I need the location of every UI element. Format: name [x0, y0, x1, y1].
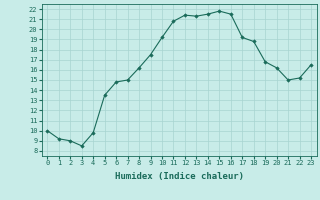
X-axis label: Humidex (Indice chaleur): Humidex (Indice chaleur): [115, 172, 244, 181]
